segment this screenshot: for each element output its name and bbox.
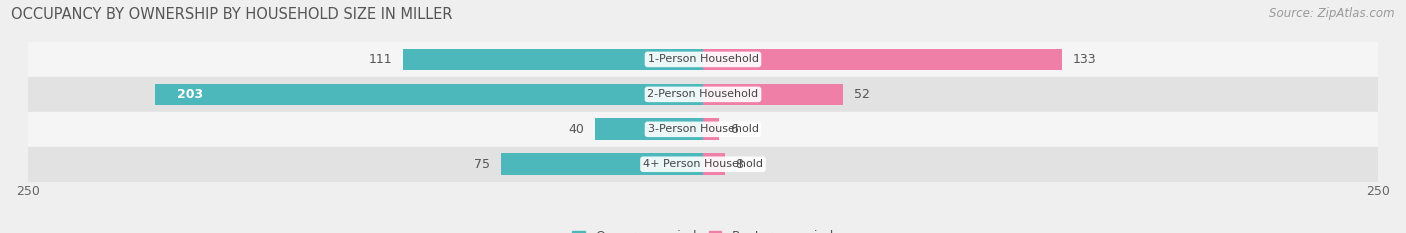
Bar xyxy=(28,112,1378,147)
Bar xyxy=(28,147,1378,182)
Bar xyxy=(703,154,724,175)
Text: 203: 203 xyxy=(177,88,202,101)
Text: 40: 40 xyxy=(568,123,585,136)
Text: 4+ Person Household: 4+ Person Household xyxy=(643,159,763,169)
Text: 1-Person Household: 1-Person Household xyxy=(648,55,758,64)
Text: 3-Person Household: 3-Person Household xyxy=(648,124,758,134)
Text: Source: ZipAtlas.com: Source: ZipAtlas.com xyxy=(1270,7,1395,20)
Bar xyxy=(404,49,703,70)
Text: 52: 52 xyxy=(855,88,870,101)
Text: 111: 111 xyxy=(368,53,392,66)
Bar xyxy=(28,42,1378,77)
Text: 2-Person Household: 2-Person Household xyxy=(647,89,759,99)
Text: 6: 6 xyxy=(730,123,738,136)
Text: 133: 133 xyxy=(1073,53,1097,66)
Text: OCCUPANCY BY OWNERSHIP BY HOUSEHOLD SIZE IN MILLER: OCCUPANCY BY OWNERSHIP BY HOUSEHOLD SIZE… xyxy=(11,7,453,22)
Text: 75: 75 xyxy=(474,158,489,171)
Bar xyxy=(703,118,720,140)
Bar xyxy=(703,49,1062,70)
Bar xyxy=(155,84,703,105)
Bar xyxy=(703,84,844,105)
Legend: Owner-occupied, Renter-occupied: Owner-occupied, Renter-occupied xyxy=(568,225,838,233)
Text: 8: 8 xyxy=(735,158,744,171)
Bar xyxy=(501,154,703,175)
Bar xyxy=(28,77,1378,112)
Bar xyxy=(595,118,703,140)
